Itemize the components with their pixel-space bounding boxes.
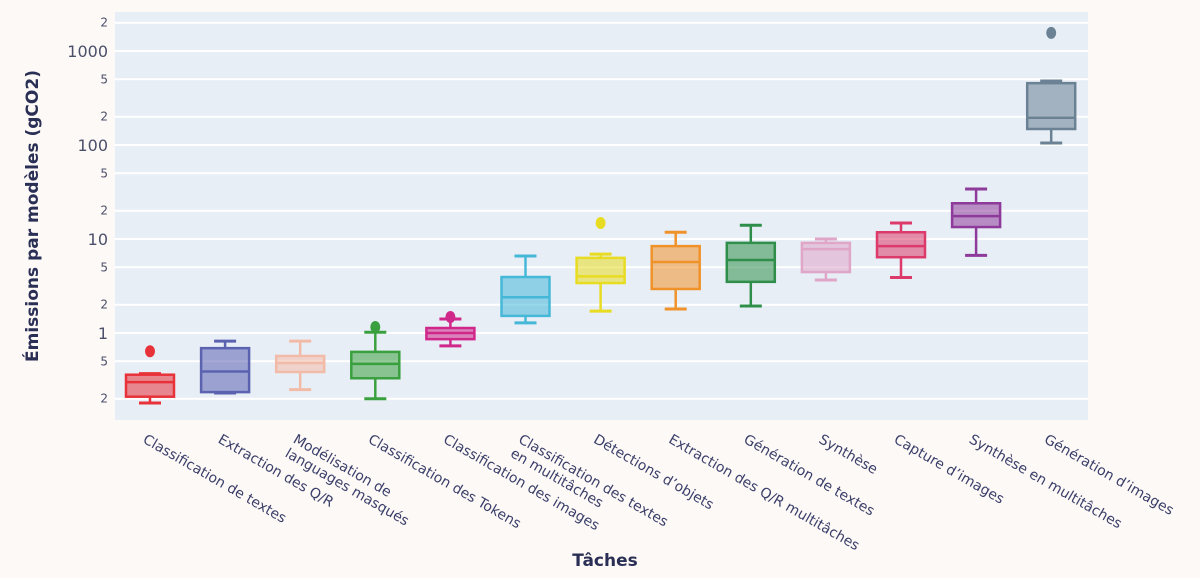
y-tick-label: 100 [77,136,108,155]
outlier-point [595,216,606,229]
x-tick-label: Classification de textes [140,432,289,527]
box-3 [350,320,401,401]
iqr-box [1025,81,1077,131]
x-tick-label: Synthèse [816,432,880,478]
iqr-box [875,230,927,259]
x-tick-label-line: Synthèse [816,432,880,478]
x-tick-label-line: Génération d’images [1041,432,1176,519]
iqr-box [800,241,852,274]
box-11 [950,187,1002,257]
y-tick-label: 5 [100,166,108,180]
plot-area [115,12,1088,420]
box-7 [650,230,701,311]
iqr-box [725,241,777,284]
y-axis-ticks: 2 5 1 2 5 10 2 5 100 2 5 1000 2 [67,16,108,406]
y-tick-label: 2 [100,298,108,312]
outlier-point [370,320,381,333]
outlier-point [1046,26,1057,39]
x-tick-label-line: Génération de textes [741,432,877,520]
x-tick-label-line: Détections d’objets [591,432,717,514]
box-1 [199,339,251,395]
box-0 [124,345,176,405]
box-12 [1025,26,1077,145]
y-tick-label: 5 [100,354,108,368]
x-tick-label: Détections d’objets [591,432,717,514]
y-tick-label: 2 [100,204,108,218]
x-tick-label: Génération d’images [1041,432,1176,519]
y-tick-label: 1 [98,324,108,343]
iqr-box [124,373,176,398]
box-9 [800,237,852,282]
iqr-box [199,346,251,394]
x-tick-label-line: Classification de textes [140,432,289,527]
boxes [124,26,1077,405]
iqr-box [650,244,701,291]
y-tick-label: 5 [100,72,108,86]
y-axis-title: Émissions par modèles (gCO2) [21,70,43,362]
box-8 [725,223,777,308]
x-tick-label: Génération de textes [741,432,877,520]
outlier-point [145,345,155,358]
box-6 [575,216,626,313]
y-tick-label: 2 [100,392,108,406]
box-2 [274,339,326,392]
y-tick-label: 5 [100,260,108,274]
outlier-point [445,310,456,323]
box-10 [875,221,927,279]
x-axis-title: Tâches [572,551,638,571]
y-tick-label: 10 [88,230,108,249]
y-tick-label: 1000 [67,42,108,61]
box-4 [425,310,476,348]
box-5 [500,254,551,325]
iqr-box [575,256,626,285]
y-tick-label: 2 [100,16,108,30]
y-tick-label: 2 [100,110,108,124]
